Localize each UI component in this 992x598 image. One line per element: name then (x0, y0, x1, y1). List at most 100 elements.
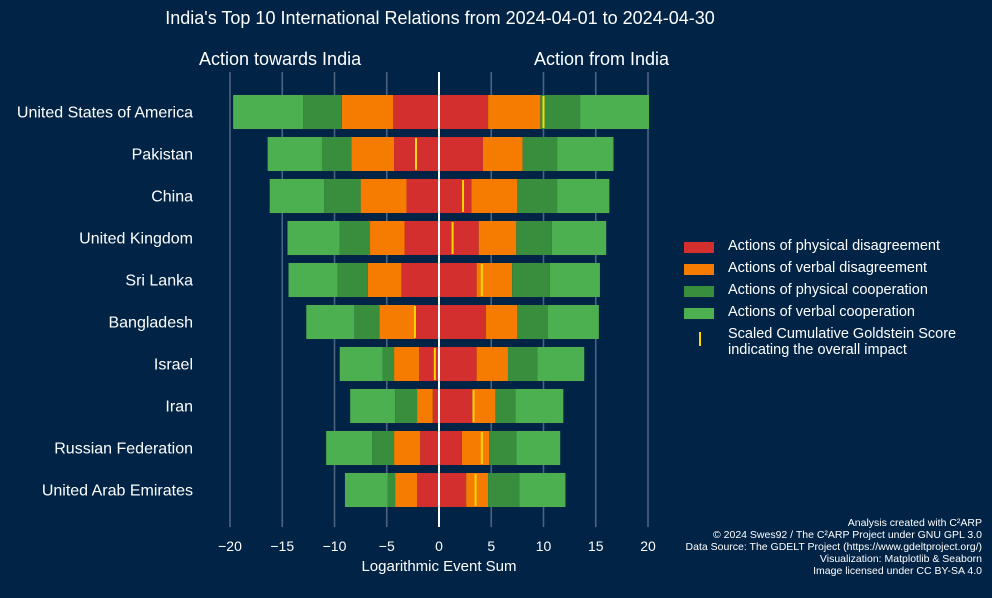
bar-from-verbal-disagreement (471, 179, 518, 213)
bar-from-verbal-cooperation (516, 431, 561, 465)
x-tick-label: −5 (379, 538, 395, 554)
x-tick-label: −10 (323, 538, 347, 554)
bar-from-verbal-cooperation (547, 305, 599, 339)
bar-from-verbal-cooperation (515, 389, 564, 423)
bar-towards-physical-cooperation (303, 95, 342, 129)
x-tick-label: 20 (640, 538, 656, 554)
bar-towards-verbal-disagreement (341, 95, 394, 129)
bar-towards-verbal-disagreement (395, 473, 418, 507)
bar-from-physical-disagreement (439, 431, 462, 465)
subtitle-right: Action from India (534, 49, 670, 69)
bar-from-physical-cooperation (489, 431, 517, 465)
bar-from-verbal-cooperation (549, 263, 600, 297)
bar-from-physical-cooperation (495, 389, 516, 423)
bar-towards-verbal-disagreement (394, 431, 421, 465)
bar-towards-verbal-disagreement (360, 179, 407, 213)
bar-from-verbal-cooperation (557, 179, 610, 213)
category-label: Bangladesh (108, 315, 193, 332)
bar-towards-verbal-disagreement (370, 221, 405, 255)
category-label: Sri Lanka (125, 273, 193, 290)
bar-towards-physical-cooperation (395, 389, 418, 423)
bar-towards-physical-cooperation (382, 347, 395, 381)
legend-label: Actions of verbal cooperation (728, 304, 915, 320)
subtitle-left: Action towards India (199, 49, 362, 69)
bar-from-verbal-cooperation (551, 221, 607, 255)
bar-from-physical-disagreement (439, 137, 483, 171)
bar-from-physical-cooperation (517, 179, 558, 213)
legend-item-goldstein: Scaled Cumulative Goldstein Score indica… (684, 326, 956, 362)
bar-towards-physical-disagreement (419, 347, 439, 381)
bar-from-verbal-cooperation (557, 137, 614, 171)
legend-swatch-goldstein (684, 332, 714, 348)
bar-from-physical-disagreement (439, 179, 472, 213)
legend-swatch-verbal-disagreement (684, 264, 714, 275)
category-label: United States of America (17, 105, 193, 122)
bar-towards-physical-disagreement (420, 431, 439, 465)
legend-item-verbal-disagreement: Actions of verbal disagreement (684, 260, 956, 282)
credits: Analysis created with C²ARP © 2024 Swes9… (686, 517, 982, 577)
bar-from-verbal-cooperation (537, 347, 585, 381)
bar-towards-verbal-cooperation (267, 137, 322, 171)
bar-towards-physical-cooperation (354, 305, 380, 339)
legend: Actions of physical disagreement Actions… (684, 238, 956, 362)
x-tick-label: 0 (435, 538, 443, 554)
category-label: United Kingdom (79, 231, 193, 248)
bar-towards-verbal-disagreement (379, 305, 415, 339)
category-label: Pakistan (132, 147, 193, 164)
bar-from-verbal-disagreement (478, 221, 517, 255)
x-tick-label: 10 (536, 538, 552, 554)
bar-from-physical-disagreement (439, 305, 487, 339)
legend-swatch-physical-disagreement (684, 242, 714, 253)
bar-from-physical-cooperation (516, 221, 552, 255)
credit-line: Data Source: The GDELT Project (https://… (685, 541, 982, 553)
x-tick-label: 15 (588, 538, 604, 554)
bar-towards-verbal-disagreement (351, 137, 395, 171)
category-label: Iran (165, 399, 193, 416)
legend-item-physical-disagreement: Actions of physical disagreement (684, 238, 956, 260)
bar-towards-verbal-cooperation (326, 431, 373, 465)
bar-from-physical-disagreement (439, 473, 467, 507)
bar-from-physical-disagreement (439, 347, 477, 381)
bar-towards-physical-cooperation (372, 431, 395, 465)
bar-towards-verbal-disagreement (394, 347, 420, 381)
bar-towards-verbal-cooperation (306, 305, 355, 339)
bar-from-physical-disagreement (439, 221, 479, 255)
legend-item-physical-cooperation: Actions of physical cooperation (684, 282, 956, 304)
legend-label: Actions of verbal disagreement (728, 260, 928, 276)
bar-from-physical-cooperation (540, 95, 581, 129)
bar-from-physical-cooperation (512, 263, 550, 297)
bar-towards-physical-disagreement (417, 473, 439, 507)
bar-from-verbal-disagreement (461, 431, 490, 465)
bar-from-physical-disagreement (439, 389, 473, 423)
bar-towards-verbal-disagreement (367, 263, 402, 297)
bar-from-physical-cooperation (522, 137, 558, 171)
bar-from-physical-cooperation (517, 305, 548, 339)
bar-towards-physical-disagreement (404, 221, 439, 255)
bar-from-verbal-disagreement (466, 473, 489, 507)
category-label: Russian Federation (54, 441, 193, 458)
legend-swatch-verbal-cooperation (684, 308, 714, 319)
x-tick-label: 5 (487, 538, 495, 554)
legend-label: Actions of physical disagreement (728, 238, 940, 254)
bar-towards-verbal-disagreement (417, 389, 433, 423)
bar-from-verbal-cooperation (519, 473, 566, 507)
category-label: United Arab Emirates (42, 483, 193, 500)
bar-towards-physical-cooperation (339, 221, 371, 255)
bar-from-verbal-cooperation (580, 95, 650, 129)
category-label: Israel (154, 357, 193, 374)
credit-line: Analysis created with C²ARP (847, 517, 982, 529)
bar-towards-physical-cooperation (324, 179, 361, 213)
bar-from-verbal-disagreement (476, 347, 508, 381)
bar-towards-physical-cooperation (387, 473, 396, 507)
chart-title: India's Top 10 International Relations f… (165, 8, 715, 28)
bar-from-physical-cooperation (507, 347, 538, 381)
bar-from-verbal-disagreement (486, 305, 518, 339)
credit-line: © 2024 Swes92 / The C²ARP Project under … (712, 529, 982, 541)
bar-from-physical-cooperation (488, 473, 520, 507)
bar-towards-physical-disagreement (393, 95, 439, 129)
bar-towards-verbal-cooperation (288, 263, 338, 297)
x-tick-label: −15 (270, 538, 294, 554)
legend-item-verbal-cooperation: Actions of verbal cooperation (684, 304, 956, 326)
bar-towards-verbal-cooperation (350, 389, 396, 423)
